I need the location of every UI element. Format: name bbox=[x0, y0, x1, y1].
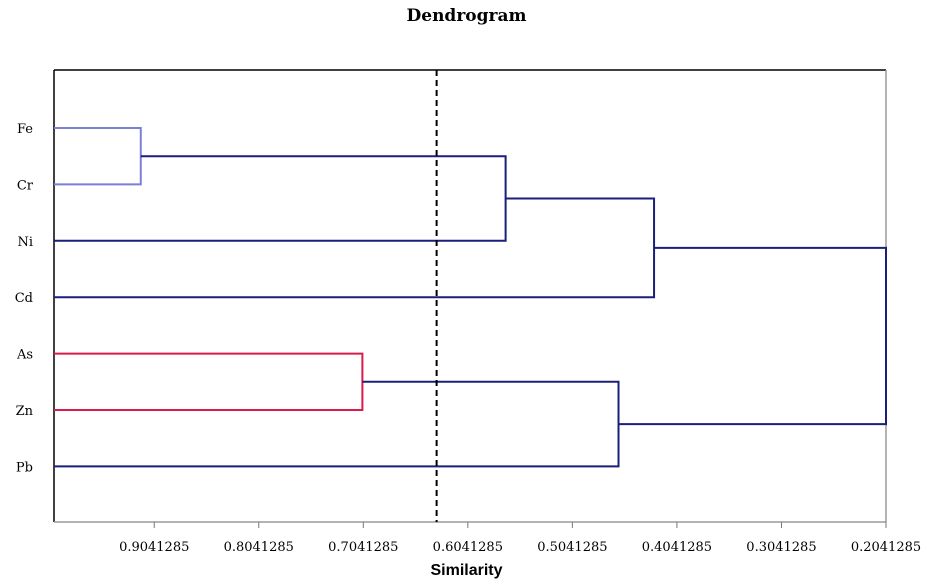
leaf-label-as: As bbox=[16, 348, 33, 363]
cluster-link-c1 bbox=[54, 127, 142, 186]
x-tick-label-7: 0.2041285 bbox=[851, 540, 921, 555]
cluster-link-c5 bbox=[54, 380, 620, 468]
cluster-link-c6 bbox=[618, 246, 887, 426]
cluster-link-c3 bbox=[54, 155, 507, 242]
leaf-label-cr: Cr bbox=[17, 178, 34, 193]
x-tick-label-3: 0.6041285 bbox=[433, 540, 503, 555]
x-axis-label: Similarity bbox=[430, 562, 503, 579]
x-tick-label-0: 0.9041285 bbox=[119, 540, 189, 555]
leaf-label-zn: Zn bbox=[16, 404, 34, 419]
x-tick-label-2: 0.7041285 bbox=[328, 540, 398, 555]
leaf-label-cd: Cd bbox=[15, 291, 33, 306]
leaf-label-fe: Fe bbox=[17, 122, 33, 137]
x-tick-label-6: 0.3041285 bbox=[746, 540, 816, 555]
x-tick-label-5: 0.4041285 bbox=[642, 540, 712, 555]
x-tick-label-4: 0.5041285 bbox=[537, 540, 607, 555]
leaf-label-ni: Ni bbox=[17, 235, 33, 250]
x-tick-label-1: 0.8041285 bbox=[224, 540, 294, 555]
cluster-link-c4 bbox=[54, 197, 656, 299]
cluster-link-c2 bbox=[54, 352, 364, 411]
leaf-label-pb: Pb bbox=[16, 460, 33, 475]
chart-title: Dendrogram bbox=[406, 6, 527, 26]
